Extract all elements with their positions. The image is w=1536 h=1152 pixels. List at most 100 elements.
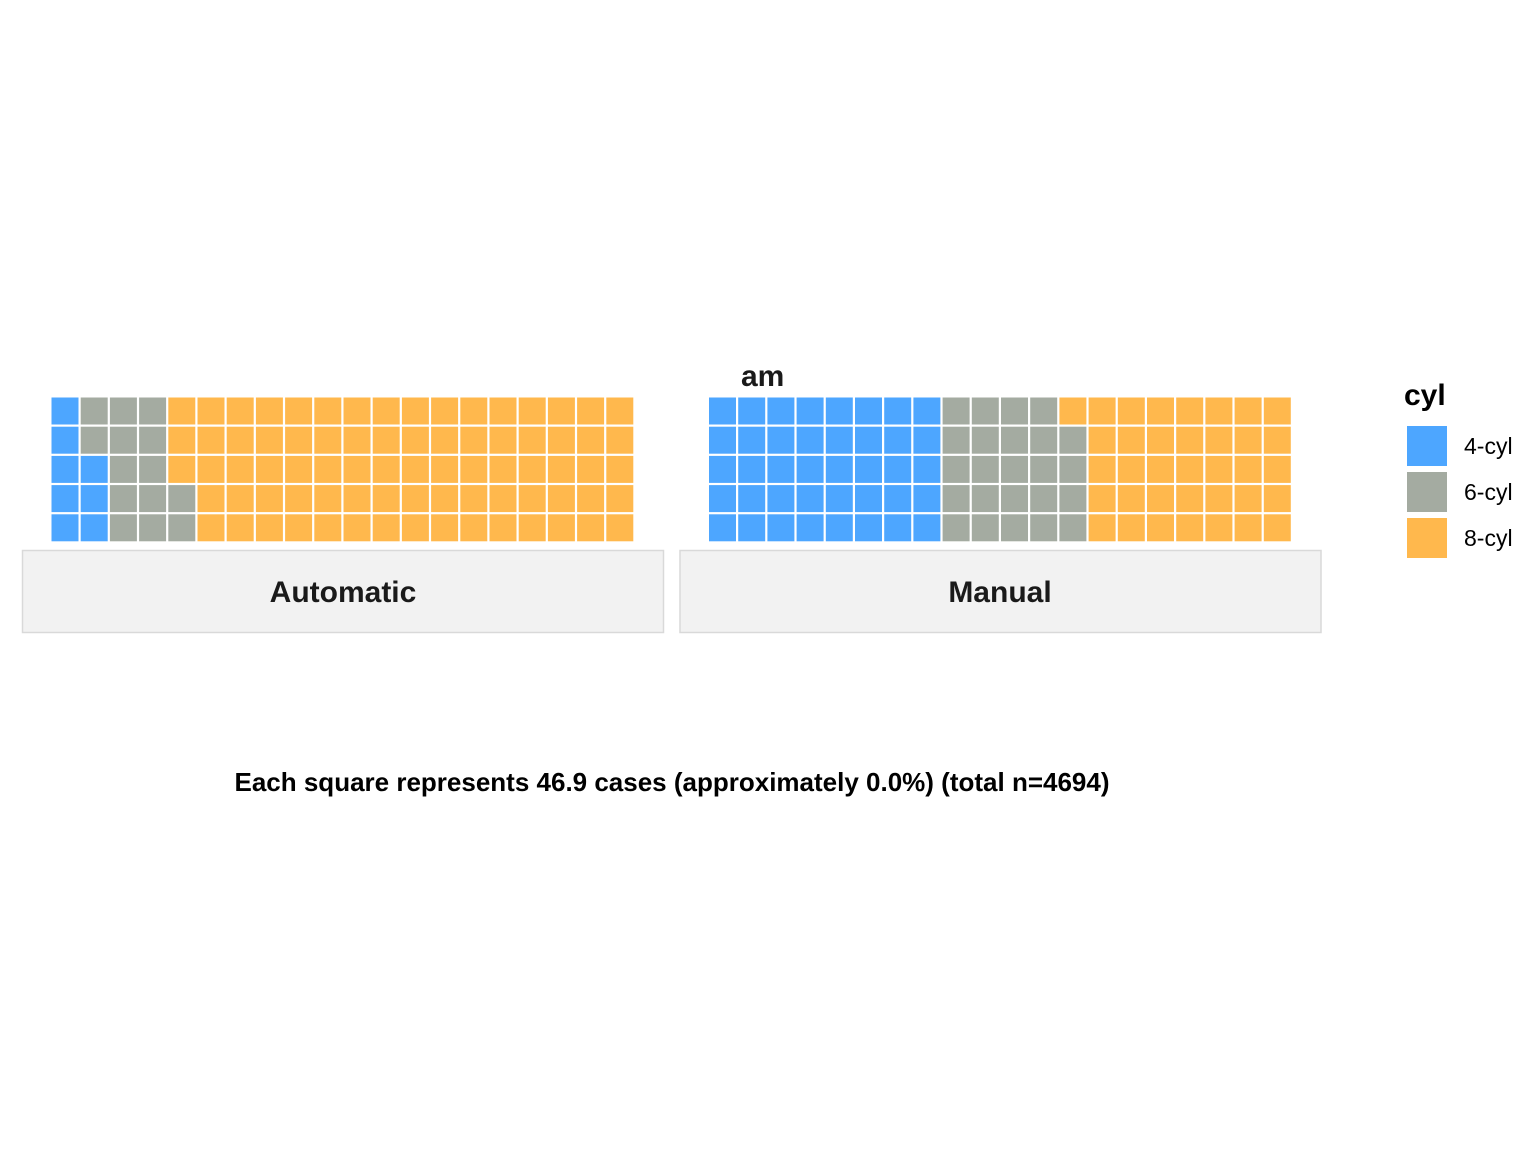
waffle-square-automatic-8-cyl [431, 397, 459, 425]
waffle-square-automatic-8-cyl [401, 485, 429, 513]
waffle-square-automatic-8-cyl [372, 426, 400, 454]
waffle-square-automatic-8-cyl [606, 455, 634, 483]
waffle-square-automatic-8-cyl [285, 397, 313, 425]
waffle-square-manual-6-cyl [1001, 397, 1028, 425]
waffle-square-manual-6-cyl [1001, 514, 1028, 542]
waffle-square-manual-6-cyl [1059, 514, 1087, 542]
waffle-square-automatic-8-cyl [343, 426, 371, 454]
legend: cyl 4-cyl 6-cyl 8-cyl [1404, 379, 1513, 558]
waffle-square-manual-8-cyl [1117, 397, 1145, 425]
waffle-square-manual-4-cyl [884, 485, 912, 513]
waffle-square-automatic-8-cyl [606, 426, 634, 454]
waffle-square-manual-6-cyl [942, 397, 970, 425]
waffle-square-manual-4-cyl [855, 485, 882, 513]
waffle-square-manual-8-cyl [1263, 514, 1291, 542]
waffle-square-automatic-8-cyl [314, 397, 342, 425]
waffle-square-automatic-8-cyl [547, 485, 575, 513]
waffle-square-manual-4-cyl [709, 426, 736, 454]
waffle-square-automatic-8-cyl [606, 485, 634, 513]
waffle-square-automatic-6-cyl [139, 485, 167, 513]
waffle-square-manual-4-cyl [738, 426, 766, 454]
waffle-square-automatic-8-cyl [372, 514, 400, 542]
waffle-square-manual-4-cyl [796, 514, 824, 542]
waffle-square-automatic-8-cyl [285, 485, 313, 513]
strip-background-manual [679, 549, 1322, 634]
waffle-square-automatic-8-cyl [489, 426, 517, 454]
waffle-square-manual-8-cyl [1117, 426, 1145, 454]
waffle-square-manual-6-cyl [942, 455, 970, 483]
legend-label-8-cyl: 8-cyl [1464, 525, 1513, 551]
waffle-square-automatic-4-cyl [80, 514, 108, 542]
waffle-square-automatic-8-cyl [197, 485, 225, 513]
legend-key-6-cyl [1407, 472, 1447, 512]
waffle-square-automatic-8-cyl [489, 514, 517, 542]
waffle-square-manual-4-cyl [825, 514, 853, 542]
waffle-square-automatic-8-cyl [401, 455, 429, 483]
waffle-square-manual-4-cyl [738, 397, 766, 425]
waffle-square-manual-8-cyl [1117, 455, 1145, 483]
waffle-square-manual-4-cyl [913, 426, 941, 454]
legend-title: cyl [1404, 379, 1446, 412]
waffle-square-automatic-8-cyl [255, 485, 283, 513]
waffle-square-manual-8-cyl [1234, 397, 1262, 425]
waffle-square-automatic-8-cyl [285, 455, 313, 483]
waffle-square-manual-8-cyl [1147, 397, 1174, 425]
waffle-square-automatic-8-cyl [518, 397, 546, 425]
waffle-square-automatic-8-cyl [197, 455, 225, 483]
waffle-square-automatic-8-cyl [226, 426, 254, 454]
waffle-square-automatic-4-cyl [80, 455, 108, 483]
waffle-square-manual-8-cyl [1088, 455, 1116, 483]
waffle-square-automatic-8-cyl [606, 397, 634, 425]
waffle-square-automatic-6-cyl [109, 426, 137, 454]
waffle-square-manual-6-cyl [1001, 455, 1028, 483]
waffle-square-manual-8-cyl [1147, 485, 1174, 513]
waffle-square-automatic-8-cyl [577, 485, 605, 513]
waffle-square-manual-4-cyl [709, 455, 736, 483]
waffle-square-automatic-8-cyl [343, 397, 371, 425]
waffle-square-manual-4-cyl [884, 455, 912, 483]
waffle-square-manual-4-cyl [767, 426, 795, 454]
waffle-square-automatic-4-cyl [51, 455, 79, 483]
waffle-square-automatic-8-cyl [314, 455, 342, 483]
waffle-square-manual-4-cyl [855, 514, 882, 542]
waffle-square-manual-6-cyl [942, 426, 970, 454]
waffle-square-automatic-8-cyl [255, 455, 283, 483]
waffle-square-automatic-8-cyl [255, 426, 283, 454]
waffle-square-automatic-8-cyl [547, 514, 575, 542]
waffle-square-automatic-8-cyl [518, 455, 546, 483]
waffle-square-manual-4-cyl [855, 426, 882, 454]
waffle-square-manual-6-cyl [971, 485, 999, 513]
waffle-square-manual-4-cyl [738, 514, 766, 542]
waffle-square-automatic-8-cyl [431, 426, 459, 454]
waffle-square-manual-4-cyl [767, 514, 795, 542]
waffle-square-manual-8-cyl [1263, 485, 1291, 513]
waffle-square-manual-6-cyl [942, 514, 970, 542]
waffle-square-automatic-8-cyl [314, 514, 342, 542]
waffle-square-manual-4-cyl [767, 397, 795, 425]
waffle-square-automatic-8-cyl [372, 455, 400, 483]
waffle-square-automatic-8-cyl [314, 426, 342, 454]
waffle-square-automatic-6-cyl [109, 485, 137, 513]
waffle-square-manual-6-cyl [1030, 455, 1058, 483]
waffle-square-automatic-8-cyl [460, 426, 488, 454]
waffle-square-manual-6-cyl [1030, 514, 1058, 542]
waffle-square-manual-6-cyl [1001, 485, 1028, 513]
waffle-square-automatic-8-cyl [255, 397, 283, 425]
legend-key-8-cyl [1407, 518, 1447, 558]
waffle-square-manual-8-cyl [1234, 485, 1262, 513]
waffle-square-automatic-6-cyl [109, 514, 137, 542]
waffle-square-manual-8-cyl [1234, 426, 1262, 454]
waffle-square-manual-8-cyl [1205, 514, 1233, 542]
waffle-square-automatic-8-cyl [226, 514, 254, 542]
waffle-square-automatic-4-cyl [51, 514, 79, 542]
waffle-square-automatic-8-cyl [401, 397, 429, 425]
waffle-cells-manual [709, 397, 1291, 542]
waffle-square-automatic-8-cyl [460, 397, 488, 425]
strip-background-automatic [21, 549, 665, 634]
waffle-square-automatic-8-cyl [431, 455, 459, 483]
waffle-square-manual-8-cyl [1088, 426, 1116, 454]
waffle-square-manual-8-cyl [1205, 426, 1233, 454]
waffle-square-automatic-8-cyl [168, 455, 196, 483]
waffle-square-automatic-8-cyl [343, 455, 371, 483]
waffle-square-automatic-8-cyl [489, 397, 517, 425]
